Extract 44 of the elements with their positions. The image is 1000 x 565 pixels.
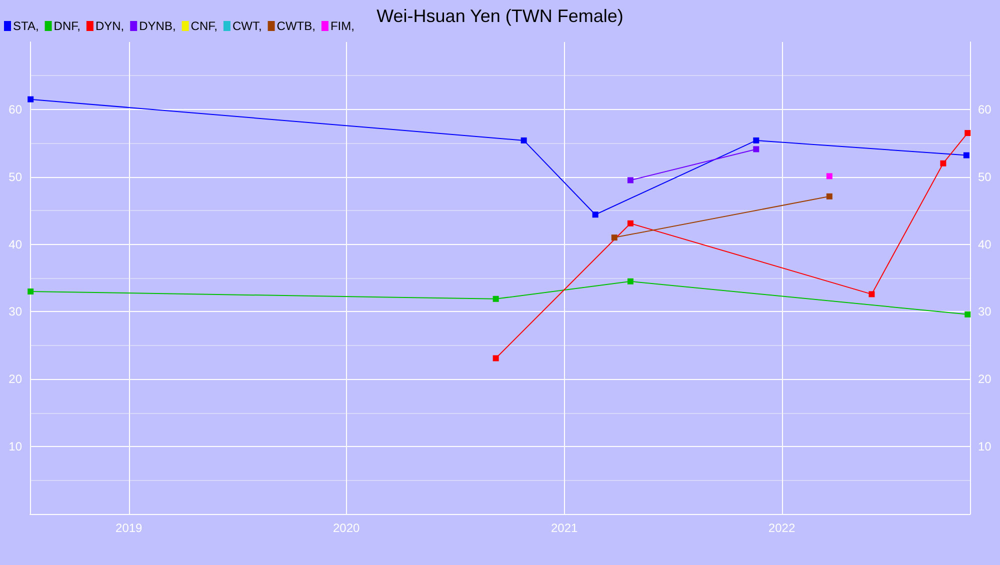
y2-tick-label: 50 <box>978 170 992 184</box>
point <box>492 296 499 302</box>
y-tick-label: 20 <box>8 372 22 386</box>
point <box>592 212 598 218</box>
point <box>753 137 760 144</box>
y2-tick-label: 30 <box>978 304 992 319</box>
legend-label: CWT, <box>232 19 262 33</box>
y-tick-label: 60 <box>8 102 22 116</box>
point <box>611 234 618 241</box>
legend-label: FIM, <box>330 19 354 33</box>
y-tick-label: 40 <box>8 237 22 252</box>
point <box>492 355 499 362</box>
legend-label: STA, <box>13 19 39 33</box>
y-tick-label: 50 <box>8 170 22 184</box>
y-tick-label: 30 <box>8 304 22 319</box>
point <box>940 160 946 166</box>
y2-tick-label: 60 <box>978 102 992 116</box>
y-tick-label: 10 <box>8 440 22 454</box>
point <box>627 220 634 226</box>
point <box>868 291 875 298</box>
point <box>28 288 34 294</box>
legend-label: CWTB, <box>276 19 316 33</box>
y2-tick-label: 20 <box>978 372 992 386</box>
point <box>963 152 970 158</box>
legend-label: DYN, <box>95 19 124 33</box>
x-tick-label: 2019 <box>116 521 143 535</box>
legend-label: DNF, <box>54 19 80 33</box>
y2-tick-label: 10 <box>978 440 992 454</box>
point <box>753 146 760 152</box>
legend-label: CNF, <box>190 19 218 33</box>
x-tick-label: 2021 <box>550 521 578 535</box>
point <box>28 96 34 102</box>
point <box>627 177 634 184</box>
point <box>627 278 634 284</box>
x-tick-label: 2020 <box>332 521 360 535</box>
point <box>520 137 527 144</box>
x-tick-label: 2022 <box>768 521 796 535</box>
point <box>964 130 971 136</box>
legend-label: DYNB, <box>139 19 176 33</box>
chart-title: Wei-Hsuan Yen (TWN Female) <box>376 6 624 26</box>
point <box>826 193 832 200</box>
point <box>964 311 971 318</box>
point <box>826 173 832 180</box>
y2-tick-label: 40 <box>978 237 992 252</box>
